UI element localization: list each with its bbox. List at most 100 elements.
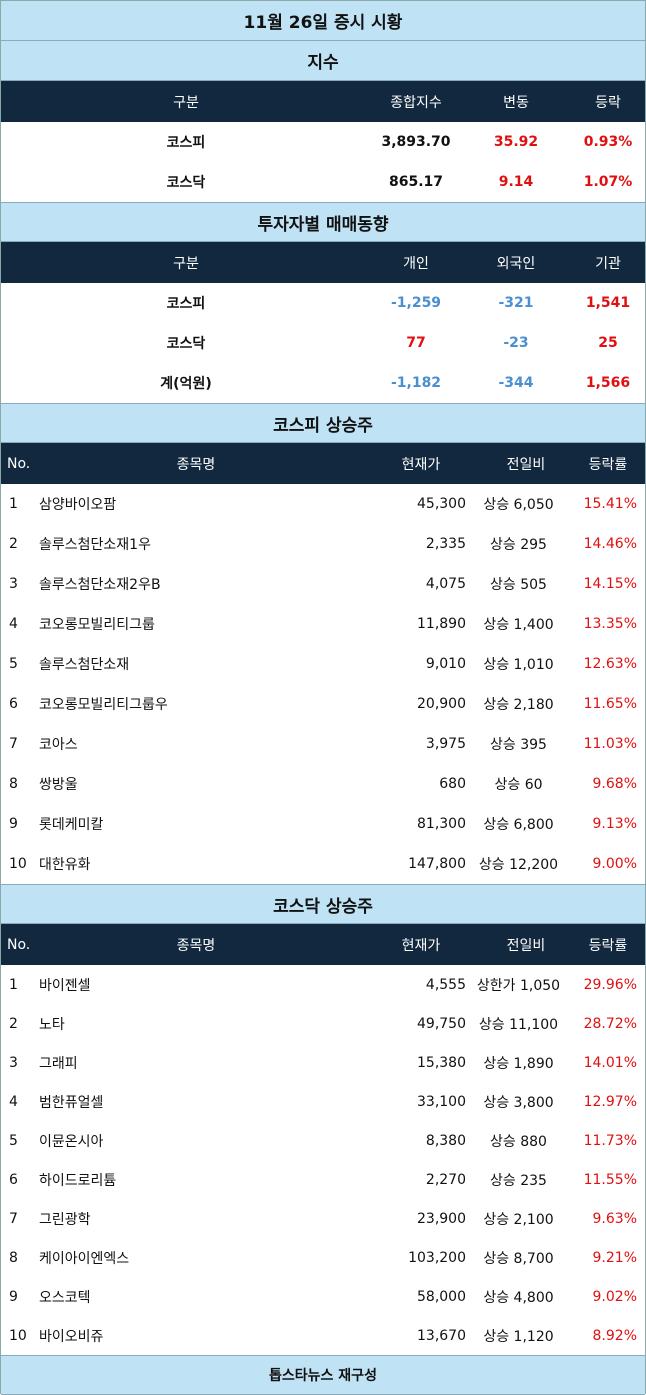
row-change: 35.92 [493, 134, 539, 150]
row-no: 1 [9, 496, 18, 512]
row-diff: 상승 6,050 [483, 497, 554, 513]
header-rate: 등락 [595, 94, 621, 111]
row-price: 11,890 [417, 616, 466, 632]
row-no: 5 [9, 656, 18, 672]
row-name: 계(억원) [160, 376, 212, 392]
header-individual: 개인 [403, 255, 429, 272]
row-price: 45,300 [417, 496, 466, 512]
row-name: 코스피 [166, 296, 206, 312]
row-institution: 1,541 [585, 295, 631, 311]
row-rate: 9.63% [592, 1210, 637, 1227]
row-institution: 1,566 [585, 375, 631, 391]
row-foreign: -23 [503, 335, 529, 351]
row-diff: 상승 1,400 [483, 617, 554, 633]
row-stock-name: 솔루스첨단소재 [39, 657, 130, 673]
row-price: 103,200 [408, 1249, 466, 1266]
table-row: 10 바이오비쥬 13,670 상승 1,120 8.92% [1, 1316, 645, 1355]
table-row: 10 대한유화 147,800 상승 12,200 9.00% [1, 844, 645, 884]
row-stock-name: 코아스 [39, 737, 78, 753]
table-row: 1 삼양바이오팜 45,300 상승 6,050 15.41% [1, 484, 645, 524]
investor-table-header: 구분 개인 외국인 기관 [1, 242, 645, 283]
table-row: 5 이뮨온시아 8,380 상승 880 11.73% [1, 1121, 645, 1160]
row-stock-name: 그래피 [39, 1055, 78, 1072]
row-price: 13,670 [417, 1327, 466, 1344]
table-row: 8 케이아이엔엑스 103,200 상승 8,700 9.21% [1, 1238, 645, 1277]
row-stock-name: 이뮨온시아 [39, 1133, 104, 1150]
row-name: 코스피 [166, 135, 206, 151]
row-diff: 상승 2,100 [483, 1211, 554, 1228]
row-stock-name: 오스코텍 [39, 1289, 91, 1306]
investor-section-title: 투자자별 매매동향 [1, 202, 645, 242]
kosdaq-section-title: 코스닥 상승주 [1, 884, 645, 924]
kospi-section-title: 코스피 상승주 [1, 403, 645, 443]
page-title: 11월 26일 증시 시황 [1, 1, 645, 41]
header-stock-name: 종목명 [176, 456, 216, 473]
table-row: 7 코아스 3,975 상승 395 11.03% [1, 724, 645, 764]
investor-row-kosdaq: 코스닥 77 -23 25 [1, 323, 645, 363]
row-no: 9 [9, 816, 18, 832]
table-row: 6 코오롱모빌리티그룹우 20,900 상승 2,180 11.65% [1, 684, 645, 724]
header-category: 구분 [173, 255, 199, 272]
header-rate: 등락률 [588, 937, 628, 954]
row-price: 33,100 [417, 1093, 466, 1110]
row-foreign: -344 [498, 375, 534, 391]
table-row: 6 하이드로리튬 2,270 상승 235 11.55% [1, 1160, 645, 1199]
row-no: 6 [9, 1171, 18, 1188]
header-no: No. [7, 936, 31, 953]
table-row: 9 오스코텍 58,000 상승 4,800 9.02% [1, 1277, 645, 1316]
row-stock-name: 코오롱모빌리티그룹우 [39, 697, 168, 713]
row-price: 4,075 [425, 576, 466, 592]
row-rate: 9.68% [592, 776, 637, 792]
row-diff: 상승 395 [490, 737, 547, 753]
header-composite: 종합지수 [390, 94, 442, 111]
header-change: 변동 [503, 94, 529, 111]
row-price: 58,000 [417, 1288, 466, 1305]
row-value: 3,893.70 [381, 134, 451, 150]
row-stock-name: 노타 [39, 1016, 65, 1033]
row-rate: 29.96% [583, 976, 637, 993]
row-price: 2,335 [425, 536, 466, 552]
row-stock-name: 그린광학 [39, 1211, 91, 1228]
row-no: 1 [9, 976, 18, 993]
row-rate: 9.02% [592, 1288, 637, 1305]
row-diff: 상승 505 [490, 577, 547, 593]
row-diff: 상승 1,120 [483, 1328, 554, 1345]
row-stock-name: 솔루스첨단소재1우 [39, 537, 151, 553]
row-name: 코스닥 [166, 175, 206, 191]
header-price: 현재가 [401, 456, 441, 473]
row-stock-name: 롯데케미칼 [39, 817, 104, 833]
row-no: 6 [9, 696, 18, 712]
kosdaq-table-body: 1 바이젠셀 4,555 상한가 1,050 29.96% 2 노타 49,750 상승 11,… [1, 965, 645, 1355]
row-rate: 14.15% [583, 576, 637, 592]
row-diff: 상승 8,700 [483, 1250, 554, 1267]
row-diff: 상승 1,010 [483, 657, 554, 673]
header-rate: 등락률 [588, 456, 628, 473]
index-row-kosdaq: 코스닥 865.17 9.14 1.07% [1, 162, 645, 202]
row-diff: 상승 12,200 [478, 857, 559, 873]
row-price: 9,010 [425, 656, 466, 672]
row-rate: 11.03% [583, 736, 637, 752]
row-stock-name: 케이아이엔엑스 [39, 1250, 130, 1267]
kospi-table-body: 1 삼양바이오팜 45,300 상승 6,050 15.41% 2 솔루스첨단소재1우 2,3… [1, 484, 645, 884]
row-foreign: -321 [498, 295, 534, 311]
row-price: 3,975 [425, 736, 466, 752]
table-row: 2 노타 49,750 상승 11,100 28.72% [1, 1004, 645, 1043]
row-no: 4 [9, 616, 18, 632]
row-diff: 상승 880 [490, 1133, 547, 1150]
row-stock-name: 코오롱모빌리티그룹 [39, 617, 155, 633]
row-rate: 0.93% [583, 134, 633, 150]
row-rate: 11.73% [583, 1132, 637, 1149]
row-stock-name: 대한유화 [39, 857, 91, 873]
row-no: 7 [9, 1210, 18, 1227]
row-rate: 12.97% [583, 1093, 637, 1110]
table-row: 4 범한퓨얼셀 33,100 상승 3,800 12.97% [1, 1082, 645, 1121]
row-no: 9 [9, 1288, 18, 1305]
row-rate: 11.55% [583, 1171, 637, 1188]
row-stock-name: 쌍방울 [39, 777, 78, 793]
row-rate: 11.65% [583, 696, 637, 712]
row-price: 49,750 [417, 1015, 466, 1032]
row-price: 15,380 [417, 1054, 466, 1071]
row-no: 8 [9, 1249, 18, 1266]
table-row: 5 솔루스첨단소재 9,010 상승 1,010 12.63% [1, 644, 645, 684]
